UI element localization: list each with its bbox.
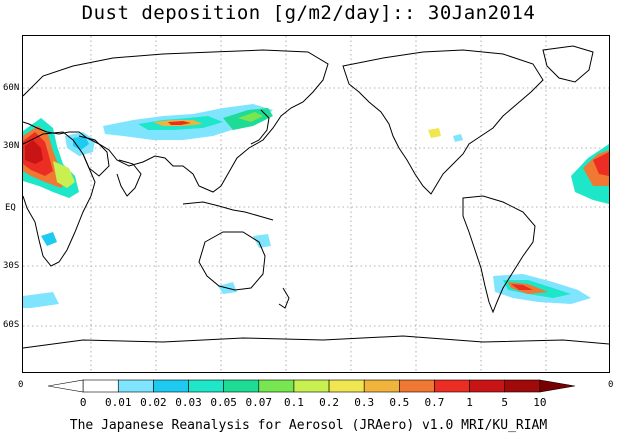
colorbar-tick-label: 0.07 xyxy=(246,396,273,408)
colorbar-swatch xyxy=(504,379,541,393)
colorbar-tick-label: 0.01 xyxy=(105,396,132,408)
colorbar-swatch xyxy=(328,379,365,393)
eurasia-coast xyxy=(23,49,329,193)
colorbar: 0 0.01 0.02 0.03 0.05 0.07 0.1 0.2 0.3 0.5 0.7 1 5 10… xyxy=(0,378,617,409)
greenland-coast xyxy=(542,45,594,83)
india-coast xyxy=(116,159,142,197)
colorbar-swatch xyxy=(82,379,119,393)
colorbar-swatch xyxy=(399,379,435,393)
colorbar-tick-label: 10 xyxy=(533,396,546,408)
colorbar-tick-label: 0.02 xyxy=(140,396,167,408)
lat-label-60n: 60N xyxy=(3,83,20,93)
arabia-coast xyxy=(78,135,110,177)
colorbar-swatch xyxy=(258,379,295,393)
colorbar-swatch xyxy=(153,379,189,393)
colorbar-swatch xyxy=(117,379,154,393)
colorbar-tick-label: 0.5 xyxy=(389,396,409,408)
colorbar-swatch xyxy=(293,379,330,393)
map-title: Dust deposition [g/m2/day]:: 30Jan2014 xyxy=(81,2,536,24)
colorbar-tick-label: 0.2 xyxy=(319,396,339,408)
colorbar-swatches xyxy=(47,379,576,393)
colorbar-tick-label: 0.3 xyxy=(354,396,374,408)
credit-line: The Japanese Reanalysis for Aerosol (JRA… xyxy=(69,418,548,433)
indonesia-coast xyxy=(182,201,274,221)
colorbar-tick-label: 0 xyxy=(80,396,87,408)
coastlines xyxy=(23,45,609,349)
colorbar-swatch xyxy=(469,379,506,393)
lat-label-30n: 30N xyxy=(3,141,20,151)
dust-deposition-field xyxy=(23,104,609,308)
africa-coast xyxy=(23,131,96,267)
colorbar-swatch xyxy=(188,379,224,393)
colorbar-tick-label: 0.7 xyxy=(425,396,445,408)
world-map-panel xyxy=(22,35,610,373)
colorbar-swatch xyxy=(434,379,470,393)
colorbar-tick-label: 5 xyxy=(501,396,508,408)
north-america-coast xyxy=(342,49,544,195)
colorbar-svg: 0 0.01 0.02 0.03 0.05 0.07 0.1 0.2 0.3 0.5 0.7 1 5 10 xyxy=(47,379,576,409)
graticule xyxy=(23,36,609,372)
lat-label-eq: EQ xyxy=(5,203,16,213)
colorbar-swatch xyxy=(363,379,400,393)
lat-label-60s: 60S xyxy=(3,320,20,330)
colorbar-swatch xyxy=(47,379,84,393)
colorbar-end-right: 0 xyxy=(608,380,614,390)
colorbar-tick-label: 0.03 xyxy=(175,396,202,408)
antarctica-coast xyxy=(23,335,609,349)
colorbar-labels: 0 0.01 0.02 0.03 0.05 0.07 0.1 0.2 0.3 0.5 0.7 1 5 10 xyxy=(80,396,547,409)
colorbar-end-left: 0 xyxy=(18,380,24,390)
nz-coast xyxy=(278,287,290,309)
colorbar-swatch xyxy=(223,379,260,393)
colorbar-tick-label: 0.1 xyxy=(284,396,304,408)
japan-coast xyxy=(250,109,270,145)
colorbar-swatch xyxy=(539,379,576,393)
colorbar-tick-label: 0.05 xyxy=(210,396,237,408)
world-map-svg xyxy=(23,36,609,372)
south-america-coast xyxy=(462,195,536,314)
australia-coast xyxy=(198,231,266,291)
lat-label-30s: 30S xyxy=(3,261,20,271)
colorbar-tick-label: 1 xyxy=(466,396,473,408)
